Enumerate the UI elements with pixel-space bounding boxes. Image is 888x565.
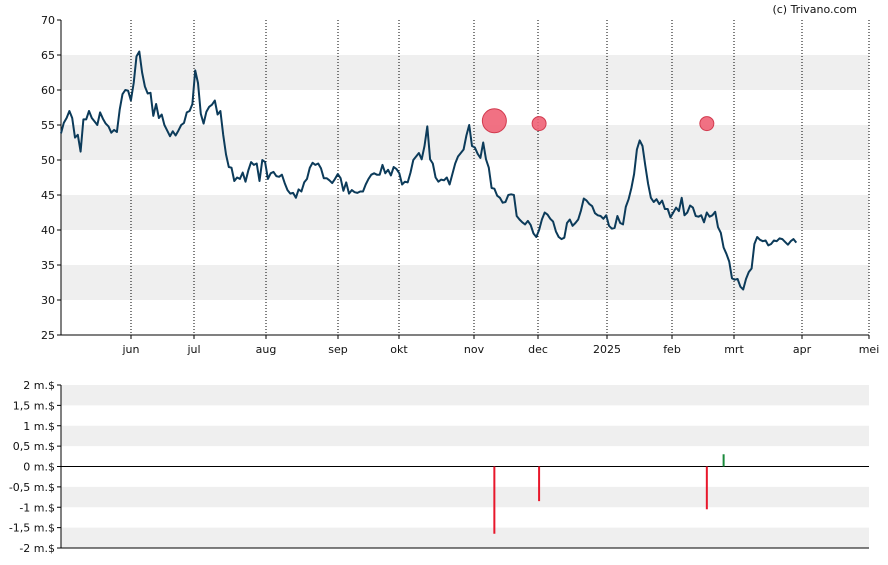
month-tick-label: jun	[122, 343, 140, 356]
insider-sell-marker	[481, 108, 507, 134]
credit-text: (c) Trivano.com	[772, 3, 857, 16]
price-y-tick-label: 40	[41, 224, 55, 237]
price-series	[60, 50, 798, 291]
price-band	[61, 55, 869, 90]
price-y-tick-label: 45	[41, 189, 55, 202]
insider-y-axis: -2 m.$ -1,5 m.$ -1 m.$ -0,5 m.$ 0 m.$ 0,5 m.$…	[9, 379, 61, 555]
price-y-tick-label: 60	[41, 84, 55, 97]
insider-y-tick-label: -2 m.$	[19, 542, 55, 555]
insider-y-tick-label: -1,5 m.$	[9, 522, 55, 535]
price-y-tick-label: 25	[41, 329, 55, 342]
month-tick-label: nov	[464, 343, 485, 356]
price-y-tick-label: 35	[41, 259, 55, 272]
price-y-tick-label: 30	[41, 294, 55, 307]
month-tick-label: mei	[859, 343, 880, 356]
month-tick-label: 2025	[593, 343, 621, 356]
price-band	[61, 195, 869, 230]
insider-chart-bands	[61, 385, 869, 548]
month-tick-label: sep	[328, 343, 347, 356]
insider-band	[61, 527, 869, 548]
insider-sell-marker	[531, 116, 547, 132]
month-tick-label: feb	[663, 343, 681, 356]
month-tick-label: dec	[528, 343, 548, 356]
insider-y-tick-label: 2 m.$	[23, 379, 55, 392]
insider-y-tick-label: 0 m.$	[23, 461, 55, 474]
insider-y-tick-label: 1,5 m.$	[13, 399, 55, 412]
price-chart-bands	[61, 55, 869, 300]
insider-sell-marker	[699, 116, 715, 132]
insider-band	[61, 385, 869, 406]
insider-y-tick-label: 1 m.$	[23, 420, 55, 433]
price-band	[61, 265, 869, 300]
insider-y-tick-label: -0,5 m.$	[9, 481, 55, 494]
price-y-tick-label: 70	[41, 14, 55, 27]
insider-band	[61, 425, 869, 447]
month-tick-label: mrt	[724, 343, 744, 356]
price-y-axis: 25 30 35 40 45 50 55 60 65 70	[41, 14, 61, 342]
insider-y-tick-label: 0,5 m.$	[13, 440, 55, 453]
price-line	[60, 50, 798, 291]
month-x-axis: jun jul aug sep okt nov dec 2025 feb mrt apr mei	[122, 335, 880, 356]
insider-y-tick-label: -1 m.$	[19, 501, 55, 514]
insider-markers	[481, 108, 715, 134]
price-y-tick-label: 65	[41, 49, 55, 62]
month-tick-label: jul	[186, 343, 200, 356]
price-y-tick-label: 50	[41, 154, 55, 167]
insider-band	[61, 486, 869, 508]
insider-transactions	[493, 454, 725, 534]
month-tick-label: aug	[256, 343, 277, 356]
month-tick-label: apr	[793, 343, 812, 356]
price-y-tick-label: 55	[41, 119, 55, 132]
month-tick-label: okt	[390, 343, 408, 356]
